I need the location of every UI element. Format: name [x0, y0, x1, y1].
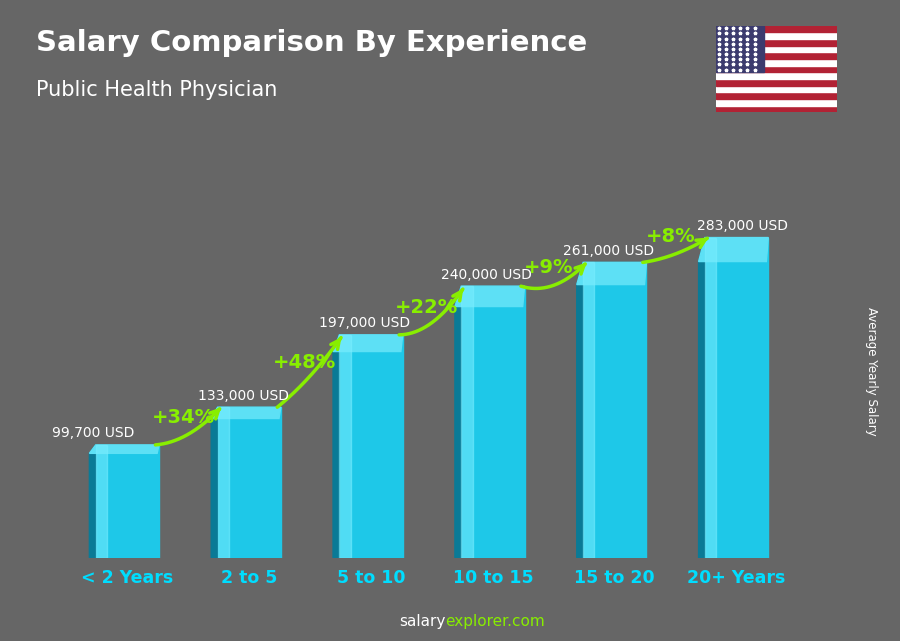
- Text: Average Yearly Salary: Average Yearly Salary: [865, 308, 878, 436]
- Text: 133,000 USD: 133,000 USD: [198, 388, 289, 403]
- Bar: [95, 445, 107, 558]
- Polygon shape: [333, 335, 339, 558]
- Bar: [716, 59, 837, 65]
- Polygon shape: [212, 407, 218, 558]
- Polygon shape: [577, 262, 646, 285]
- Polygon shape: [454, 286, 525, 306]
- Bar: [716, 79, 837, 85]
- Bar: [716, 26, 837, 32]
- Bar: [716, 32, 837, 39]
- Bar: [716, 92, 837, 99]
- Polygon shape: [333, 335, 403, 351]
- Text: 99,700 USD: 99,700 USD: [52, 426, 134, 440]
- Bar: [583, 262, 646, 558]
- Bar: [716, 65, 837, 72]
- Polygon shape: [212, 407, 281, 419]
- Bar: [716, 39, 837, 46]
- Bar: [705, 238, 716, 558]
- Polygon shape: [698, 238, 705, 558]
- Bar: [716, 53, 837, 59]
- Text: Salary Comparison By Experience: Salary Comparison By Experience: [36, 29, 587, 57]
- Text: +9%: +9%: [524, 258, 573, 277]
- Bar: [339, 335, 403, 558]
- Bar: [705, 238, 769, 558]
- Text: +22%: +22%: [395, 297, 458, 317]
- Text: 261,000 USD: 261,000 USD: [563, 244, 654, 258]
- Text: +48%: +48%: [274, 353, 337, 372]
- Polygon shape: [577, 262, 583, 558]
- Bar: [716, 99, 837, 106]
- Bar: [716, 85, 837, 92]
- Text: 197,000 USD: 197,000 USD: [320, 316, 410, 330]
- Bar: [218, 407, 281, 558]
- Text: explorer.com: explorer.com: [446, 615, 545, 629]
- Bar: [583, 262, 595, 558]
- Text: 240,000 USD: 240,000 USD: [441, 267, 532, 281]
- Polygon shape: [698, 238, 769, 262]
- Polygon shape: [89, 445, 159, 453]
- Bar: [218, 407, 229, 558]
- Text: +34%: +34%: [151, 408, 214, 428]
- Bar: [339, 335, 351, 558]
- Text: Public Health Physician: Public Health Physician: [36, 80, 277, 100]
- Polygon shape: [89, 445, 95, 558]
- Bar: [95, 445, 159, 558]
- Bar: [716, 106, 837, 112]
- Bar: [716, 46, 837, 53]
- Text: salary: salary: [399, 615, 446, 629]
- Bar: [461, 286, 525, 558]
- Polygon shape: [454, 286, 461, 558]
- Bar: [716, 26, 764, 72]
- Text: 283,000 USD: 283,000 USD: [698, 219, 788, 233]
- Text: +8%: +8%: [645, 227, 695, 246]
- Bar: [716, 72, 837, 79]
- Bar: [461, 286, 472, 558]
